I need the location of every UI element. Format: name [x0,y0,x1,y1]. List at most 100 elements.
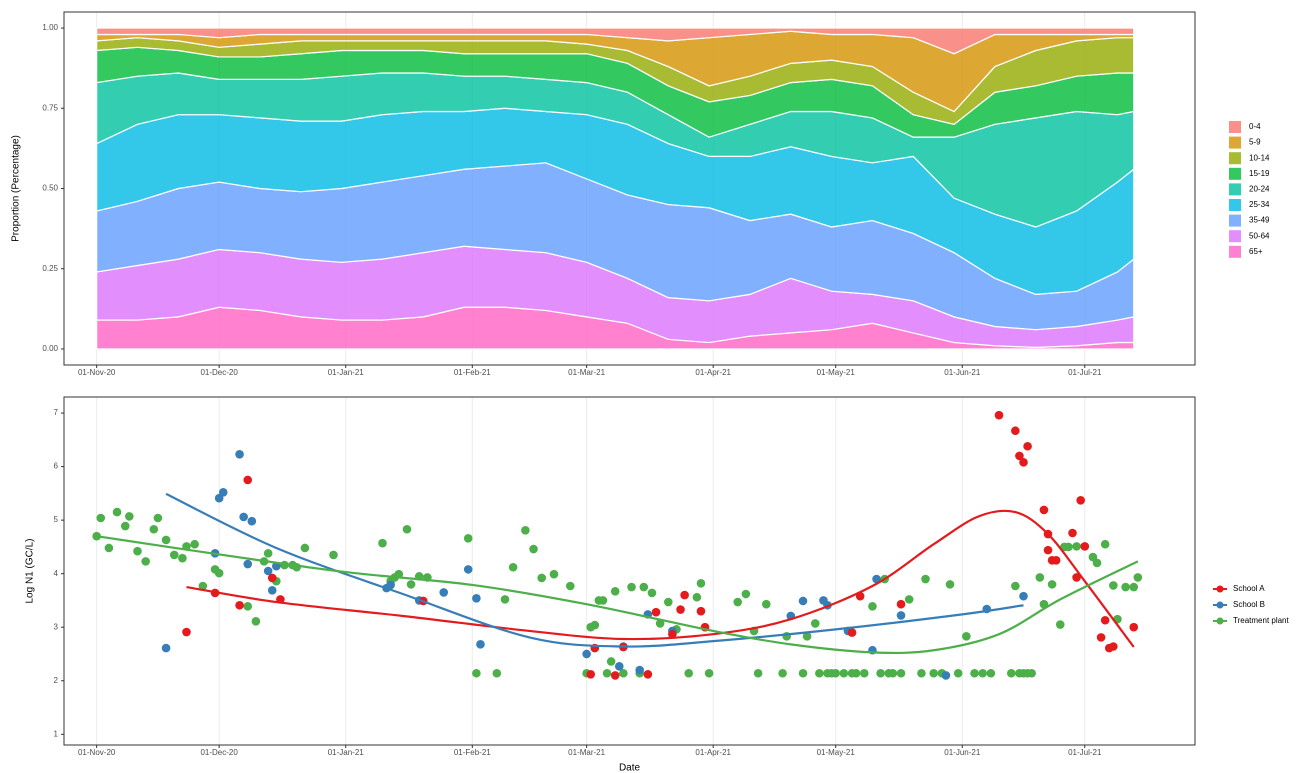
area-band [96,27,1135,55]
point [243,475,253,485]
point [582,649,591,659]
legend-label: School A [1233,584,1265,593]
point [169,550,179,560]
point [251,617,261,626]
point [243,559,253,569]
point [606,657,616,666]
y-axis-title: Proportion (Percentage) [11,135,22,242]
point [263,566,273,576]
legend-label: School B [1233,600,1265,609]
point [810,619,820,628]
point [476,640,485,649]
point [521,526,530,535]
point [125,512,134,521]
point [239,512,248,522]
point [133,546,142,556]
x-tick-label: 01-Jul-21 [1068,748,1102,757]
smooth-line [165,492,1024,648]
point [1011,426,1020,436]
point [463,565,473,574]
point [1019,591,1028,601]
legend-label: 5-9 [1249,138,1261,147]
x-tick-label: 01-May-21 [817,748,856,757]
point [386,580,395,590]
point [680,590,689,600]
point [472,594,481,603]
point [888,668,898,678]
point [1047,580,1057,589]
point [472,668,481,678]
point [1076,496,1085,505]
point [586,670,596,679]
point [549,569,559,579]
x-tick-label: 01-Dec-20 [200,748,238,757]
y-tick-label: 6 [54,462,59,471]
x-tick-label: 01-Jan-21 [328,368,365,377]
legend-key [1229,121,1241,133]
point [1109,581,1118,590]
point [96,513,106,523]
y-tick-label: 1.00 [42,23,58,32]
point [733,597,743,607]
point [831,668,840,678]
point [1043,545,1053,555]
point [868,602,877,611]
x-tick-label: 01-Nov-20 [78,368,116,377]
point [329,550,338,560]
point [1129,582,1139,592]
x-tick-label: 01-Mar-21 [568,748,605,757]
point [406,580,416,589]
y-tick-label: 0.00 [42,344,58,353]
point [1133,573,1143,582]
point [741,589,751,599]
point [798,596,808,606]
point [1027,668,1036,678]
legend-key-point [1216,617,1224,625]
point [859,668,869,678]
legend-key [1229,167,1241,180]
point [798,668,808,678]
point [684,668,694,678]
point [872,574,881,584]
point [218,487,228,497]
point [1011,581,1020,591]
point [614,661,624,671]
point [300,543,310,553]
point [610,587,620,596]
point [1051,555,1061,565]
point [1006,668,1016,678]
plot-border [63,396,1196,746]
point [851,668,861,678]
legend-label: 10-14 [1249,153,1270,162]
point [941,671,951,680]
legend-key [1229,230,1241,243]
point [235,449,244,459]
y-tick-label: 5 [54,515,59,524]
legend-key [1229,199,1241,211]
x-tick-label: 01-Apr-21 [695,368,731,377]
point [529,544,538,554]
legend-label: 65+ [1249,247,1263,256]
point [402,524,412,534]
point [500,595,510,604]
point [962,632,971,641]
point [1100,615,1110,625]
point [178,553,187,563]
point [153,513,163,523]
point [508,562,518,572]
point [590,620,600,630]
point [970,668,979,678]
point [639,582,649,592]
point [1015,451,1024,461]
point [182,627,191,637]
point [1096,633,1106,642]
y-tick-label: 3 [54,622,59,631]
point [1100,539,1110,549]
point [190,539,199,549]
point [896,599,906,609]
x-tick-label: 01-Feb-21 [454,748,491,757]
point [141,557,150,566]
point [994,410,1004,420]
x-tick-label: 01-Dec-20 [200,368,238,377]
